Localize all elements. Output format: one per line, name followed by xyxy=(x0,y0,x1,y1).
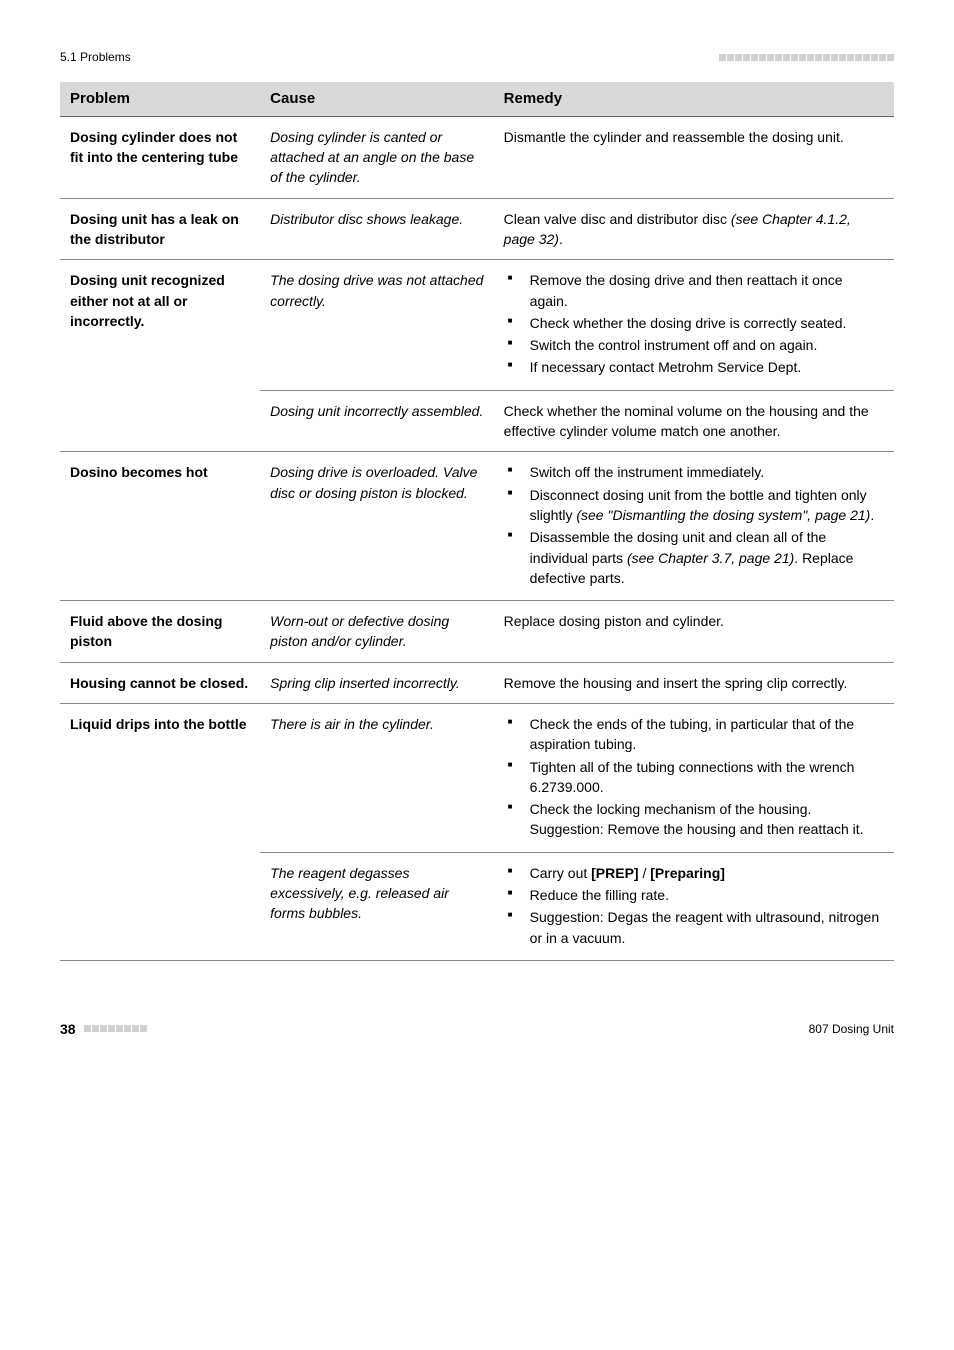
cause-cell: There is air in the cylinder. xyxy=(260,703,494,852)
table-row: Liquid drips into the bottle There is ai… xyxy=(60,703,894,852)
problem-cell: Dosing unit recognized either not at all… xyxy=(60,260,260,452)
remedy-key: [Preparing] xyxy=(650,865,725,881)
remedy-list: Remove the dosing drive and then reattac… xyxy=(504,270,884,377)
cause-cell: Dosing cylinder is canted or attached at… xyxy=(260,116,494,198)
remedy-ref: (see "Dismantling the dosing system", pa… xyxy=(576,507,870,523)
list-item: Remove the dosing drive and then reattac… xyxy=(526,270,884,311)
problem-cell: Dosino becomes hot xyxy=(60,452,260,601)
remedy-cell: Check whether the nominal volume on the … xyxy=(494,390,894,452)
remedy-ref: (see Chapter 3.7, page 21) xyxy=(627,550,794,566)
list-item: If necessary contact Metrohm Service Dep… xyxy=(526,357,884,377)
remedy-text: Carry out xyxy=(530,865,591,881)
remedy-cell: Switch off the instrument immediately. D… xyxy=(494,452,894,601)
footer-right-text: 807 Dosing Unit xyxy=(809,1022,894,1036)
remedy-cell: Dismantle the cylinder and reassemble th… xyxy=(494,116,894,198)
cause-cell: Dosing unit incorrectly assembled. xyxy=(260,390,494,452)
list-item: Switch the control instrument off and on… xyxy=(526,335,884,355)
list-item: Check whether the dosing drive is correc… xyxy=(526,313,884,333)
table-row: Housing cannot be closed. Spring clip in… xyxy=(60,662,894,703)
list-item: Suggestion: Degas the reagent with ultra… xyxy=(526,907,884,948)
page-footer: 38 807 Dosing Unit xyxy=(60,1021,894,1037)
list-item: Carry out [PREP] / [Preparing] xyxy=(526,863,884,883)
col-header-problem: Problem xyxy=(60,82,260,116)
cause-cell: Worn-out or defective dosing piston and/… xyxy=(260,601,494,663)
header-section-title: 5.1 Problems xyxy=(60,50,131,64)
list-item: Disassemble the dosing unit and clean al… xyxy=(526,527,884,588)
problem-cell: Fluid above the dosing piston xyxy=(60,601,260,663)
remedy-cell: Check the ends of the tubing, in particu… xyxy=(494,703,894,852)
list-item: Tighten all of the tubing connections wi… xyxy=(526,757,884,798)
problem-cell: Housing cannot be closed. xyxy=(60,662,260,703)
table-header: Problem Cause Remedy xyxy=(60,82,894,116)
list-item: Disconnect dosing unit from the bottle a… xyxy=(526,485,884,526)
list-item: Check the locking mechanism of the housi… xyxy=(526,799,884,840)
cause-cell: The dosing drive was not attached correc… xyxy=(260,260,494,390)
remedy-cell: Remove the dosing drive and then reattac… xyxy=(494,260,894,390)
list-item: Switch off the instrument immediately. xyxy=(526,462,884,482)
remedy-list: Check the ends of the tubing, in particu… xyxy=(504,714,884,840)
problem-cell: Liquid drips into the bottle xyxy=(60,703,260,960)
remedy-cell: Carry out [PREP] / [Preparing] Reduce th… xyxy=(494,852,894,960)
cause-cell: The reagent degasses excessively, e.g. r… xyxy=(260,852,494,960)
page-container: 5.1 Problems Problem Cause Remedy Dosing… xyxy=(0,0,954,1077)
problems-table: Problem Cause Remedy Dosing cylinder doe… xyxy=(60,82,894,961)
remedy-list: Switch off the instrument immediately. D… xyxy=(504,462,884,588)
table-row: Dosing unit has a leak on the distributo… xyxy=(60,198,894,260)
problem-cell: Dosing cylinder does not fit into the ce… xyxy=(60,116,260,198)
list-item: Reduce the filling rate. xyxy=(526,885,884,905)
remedy-cell: Replace dosing piston and cylinder. xyxy=(494,601,894,663)
remedy-text: . xyxy=(559,231,563,247)
remedy-text: . xyxy=(870,507,874,523)
footer-left: 38 xyxy=(60,1021,147,1037)
col-header-remedy: Remedy xyxy=(494,82,894,116)
table-row: Dosing unit recognized either not at all… xyxy=(60,260,894,390)
remedy-text: / xyxy=(639,865,651,881)
remedy-list: Carry out [PREP] / [Preparing] Reduce th… xyxy=(504,863,884,948)
cause-cell: Spring clip inserted incorrectly. xyxy=(260,662,494,703)
cause-cell: Dosing drive is overloaded. Valve disc o… xyxy=(260,452,494,601)
remedy-cell: Remove the housing and insert the spring… xyxy=(494,662,894,703)
table-row: Dosino becomes hot Dosing drive is overl… xyxy=(60,452,894,601)
list-item: Check the ends of the tubing, in particu… xyxy=(526,714,884,755)
table-row: Fluid above the dosing piston Worn-out o… xyxy=(60,601,894,663)
footer-decoration xyxy=(84,1025,147,1032)
footer-page-number: 38 xyxy=(60,1021,76,1037)
page-header: 5.1 Problems xyxy=(60,50,894,64)
problem-cell: Dosing unit has a leak on the distributo… xyxy=(60,198,260,260)
col-header-cause: Cause xyxy=(260,82,494,116)
header-decoration xyxy=(719,54,894,61)
table-row: Dosing cylinder does not fit into the ce… xyxy=(60,116,894,198)
remedy-key: [PREP] xyxy=(591,865,638,881)
remedy-text: Clean valve disc and distributor disc xyxy=(504,211,731,227)
remedy-cell: Clean valve disc and distributor disc (s… xyxy=(494,198,894,260)
cause-cell: Distributor disc shows leakage. xyxy=(260,198,494,260)
